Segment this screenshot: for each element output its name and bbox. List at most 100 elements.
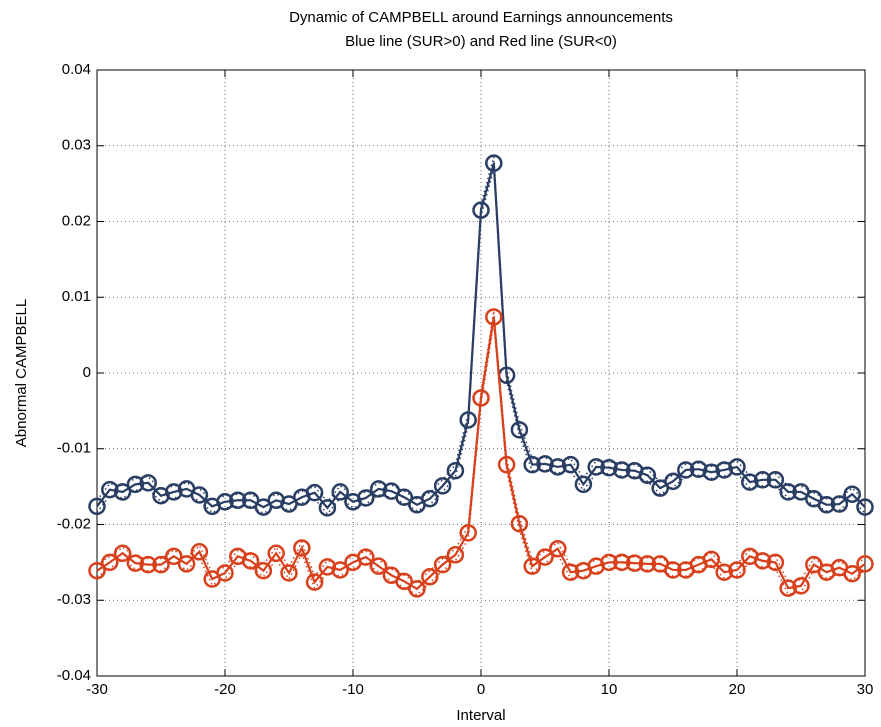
data-point	[766, 553, 785, 572]
data-point	[165, 483, 183, 501]
x-tick-label: -30	[86, 681, 108, 698]
confidence-band	[96, 310, 866, 584]
data-point	[702, 463, 721, 481]
y-tick-label: -0.04	[57, 667, 91, 684]
data-point	[318, 499, 337, 517]
data-point	[510, 514, 529, 533]
y-tick-label: -0.01	[57, 440, 91, 457]
data-point	[638, 555, 657, 573]
data-point	[830, 495, 849, 513]
data-point	[241, 552, 260, 570]
data-point	[139, 555, 157, 574]
data-point	[677, 461, 695, 479]
data-point	[165, 547, 183, 566]
data-point	[408, 580, 426, 598]
data-point	[728, 458, 746, 476]
x-axis-label: Interval	[456, 707, 505, 724]
y-tick-label: 0.04	[62, 61, 91, 78]
data-point	[792, 577, 810, 595]
x-tick-label: 10	[601, 681, 618, 698]
y-tick-label: -0.03	[57, 591, 91, 608]
data-point	[152, 555, 170, 574]
data-point	[101, 553, 119, 572]
data-point	[305, 483, 324, 502]
data-point	[421, 489, 439, 508]
data-point	[587, 458, 605, 476]
data-point	[139, 474, 157, 492]
data-point	[485, 154, 503, 172]
data-point	[267, 544, 285, 563]
confidence-band	[96, 322, 866, 596]
data-point	[753, 552, 772, 570]
data-point	[561, 563, 580, 581]
data-point	[613, 461, 631, 479]
data-point	[126, 554, 145, 572]
data-point	[101, 480, 119, 499]
data-point	[331, 561, 349, 579]
data-point	[689, 460, 708, 478]
data-point	[536, 455, 554, 473]
data-point	[843, 564, 861, 583]
data-point	[472, 389, 490, 407]
data-point	[280, 564, 298, 582]
data-point	[715, 563, 733, 581]
data-point	[549, 539, 567, 558]
data-point	[664, 561, 682, 579]
y-axis-label: Abnormal CAMPBELL	[13, 299, 30, 447]
x-tick-label: 20	[729, 681, 746, 698]
data-point	[715, 461, 733, 479]
data-point	[843, 485, 861, 503]
data-point	[753, 471, 772, 489]
x-tick-label: 0	[477, 681, 485, 698]
data-point	[613, 553, 631, 572]
x-tick-label: 30	[857, 681, 874, 698]
data-point	[779, 483, 797, 501]
data-point	[229, 491, 247, 510]
data-point	[459, 524, 477, 542]
data-point	[318, 558, 337, 576]
y-tick-label: 0.03	[62, 137, 91, 154]
data-point	[190, 543, 209, 561]
data-point	[254, 561, 273, 580]
data-point	[305, 573, 324, 591]
data-point	[805, 555, 823, 574]
data-point	[638, 466, 657, 485]
data-point	[856, 498, 874, 516]
data-point	[216, 493, 234, 511]
data-point	[357, 489, 375, 507]
data-point	[421, 568, 439, 586]
data-point	[446, 461, 465, 480]
data-point	[357, 548, 375, 566]
data-point	[702, 550, 721, 569]
data-point	[728, 561, 746, 579]
data-point	[126, 475, 145, 494]
data-point	[395, 572, 413, 591]
data-point	[574, 475, 593, 494]
data-point	[741, 473, 759, 491]
data-point	[216, 564, 234, 582]
data-point	[625, 554, 644, 572]
data-point	[190, 486, 209, 504]
x-tick-label: -20	[214, 681, 236, 698]
data-point	[433, 555, 452, 574]
data-point	[510, 421, 529, 439]
data-point	[331, 483, 349, 501]
data-point	[293, 539, 311, 557]
x-tick-label: -10	[342, 681, 364, 698]
y-tick-label: 0	[83, 364, 91, 381]
data-point	[766, 471, 785, 489]
data-point	[113, 544, 132, 563]
y-tick-label: -0.02	[57, 515, 91, 532]
data-point	[369, 557, 388, 575]
data-point	[536, 548, 554, 566]
data-point	[88, 497, 106, 516]
data-point	[561, 455, 580, 474]
data-point	[497, 455, 516, 474]
data-point	[395, 488, 413, 506]
data-point	[177, 555, 196, 573]
data-point	[88, 561, 106, 580]
data-point	[113, 483, 132, 501]
data-point	[549, 458, 567, 476]
data-point	[459, 411, 477, 429]
